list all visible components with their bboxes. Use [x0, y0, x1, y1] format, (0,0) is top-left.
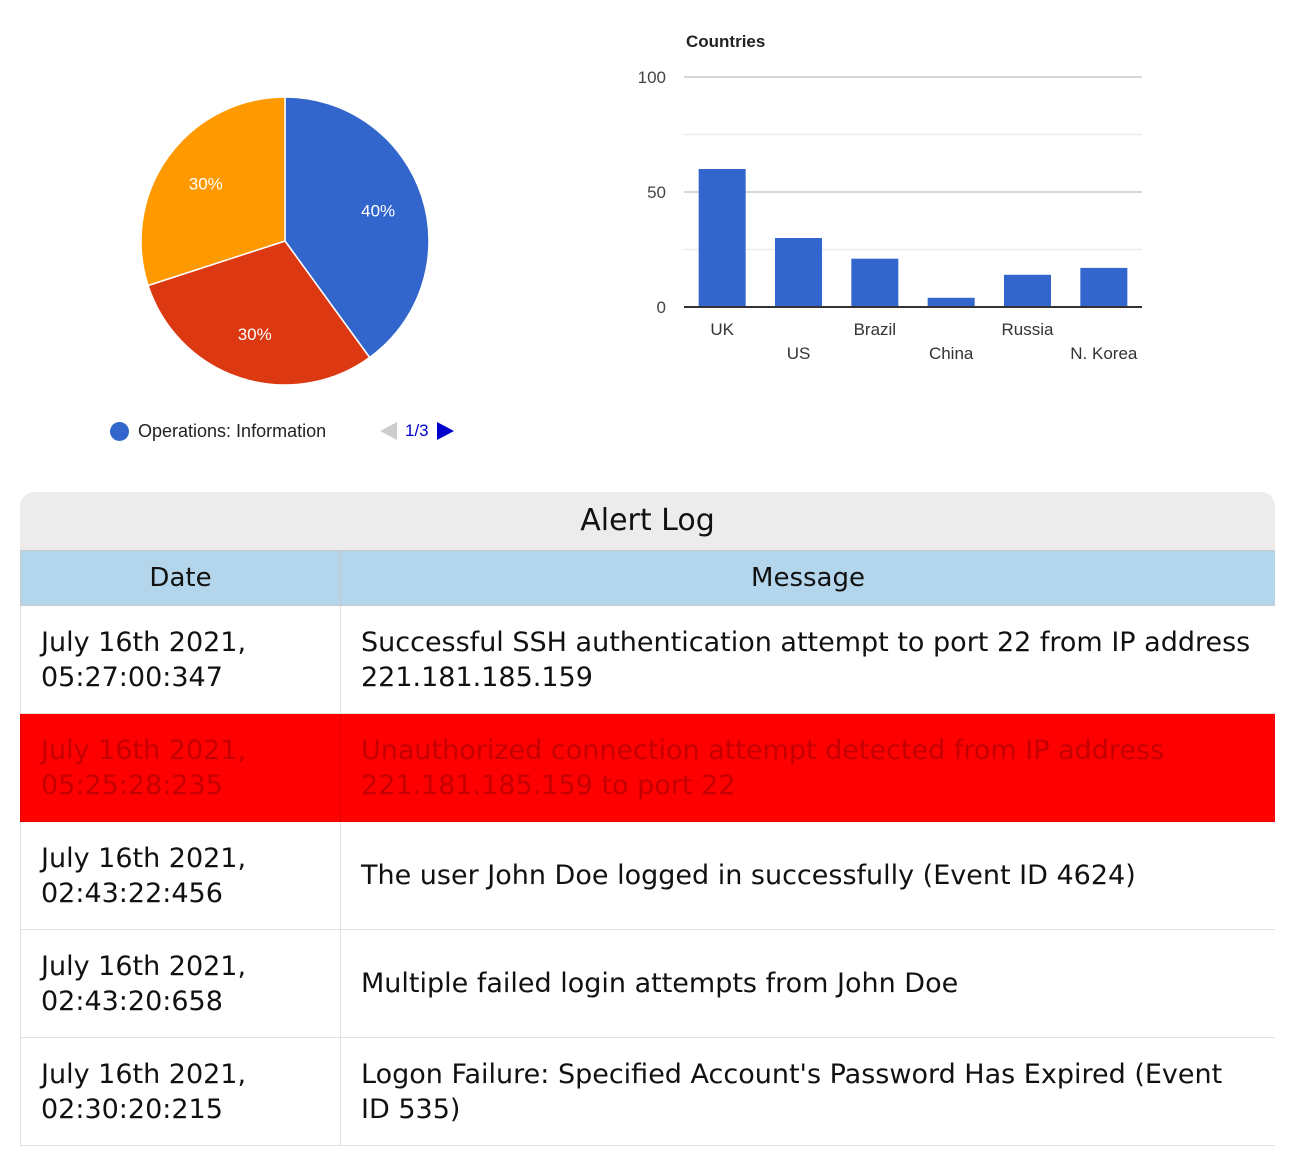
bar-uk[interactable] — [698, 169, 746, 307]
pie-legend: Operations: Information — [110, 420, 326, 442]
table-row[interactable]: July 16th 2021, 02:43:22:456 The user John… — [20, 821, 1275, 930]
bar-us[interactable] — [775, 238, 822, 307]
pie-slice-2[interactable] — [140, 96, 286, 287]
time-line: 05:25:28:235 — [41, 769, 223, 801]
table-row[interactable]: July 16th 2021, 02:30:20:215 Logon Failure… — [20, 1037, 1275, 1146]
time-line: 05:27:00:347 — [41, 661, 223, 693]
pie-slice-label-1: 30% — [238, 325, 272, 344]
legend-pager: 1/3 — [380, 420, 454, 442]
pie-slice-label-2: 30% — [189, 174, 223, 193]
date-cell: July 16th 2021, 05:27:00:347 — [20, 605, 341, 714]
table-row[interactable]: July 16th 2021, 05:25:28:235 Unauthorized … — [20, 713, 1275, 822]
pie-slice-1[interactable] — [147, 240, 371, 386]
date-line: July 16th 2021, — [41, 842, 247, 874]
y-tick-label-0: 0 — [657, 298, 666, 317]
pie-slice-0[interactable] — [284, 96, 430, 359]
date-cell: July 16th 2021, 02:30:20:215 — [20, 1037, 341, 1146]
date-cell: July 16th 2021, 05:25:28:235 — [20, 713, 341, 822]
pie-slice-label-0: 40% — [361, 202, 395, 221]
bar-russia[interactable] — [1004, 274, 1051, 307]
prev-page-icon[interactable] — [380, 422, 397, 440]
message-cell: Unauthorized connection attempt detected… — [340, 713, 1275, 822]
bar-chart-title: Countries — [686, 32, 765, 51]
x-tick-label-3: China — [929, 344, 974, 363]
y-tick-label-2: 100 — [638, 68, 666, 87]
x-tick-label-1: US — [787, 344, 811, 363]
date-line: July 16th 2021, — [41, 950, 247, 982]
date-line: July 16th 2021, — [41, 626, 247, 658]
message-cell: Successful SSH authentication attempt to… — [340, 605, 1275, 714]
x-tick-label-5: N. Korea — [1070, 344, 1138, 363]
y-tick-label-1: 50 — [647, 183, 666, 202]
table-row[interactable]: July 16th 2021, 05:27:00:347 Successful SS… — [20, 605, 1275, 714]
pie-chart-panel: 40% 30% 30% Operations: Information 1/3 — [0, 0, 600, 470]
time-line: 02:43:22:456 — [41, 877, 223, 909]
legend-label: Operations: Information — [138, 420, 327, 441]
date-line: July 16th 2021, — [41, 734, 247, 766]
date-cell: July 16th 2021, 02:43:20:658 — [20, 929, 341, 1038]
alert-log-panel: Alert Log Date Message July 16th 2021, 05… — [20, 492, 1275, 1146]
bar-china[interactable] — [927, 297, 975, 307]
message-cell: Multiple failed login attempts from John… — [340, 929, 1275, 1038]
message-cell: Logon Failure: Specified Account's Passw… — [340, 1037, 1275, 1146]
table-row[interactable]: July 16th 2021, 02:43:20:658 Multiple fail… — [20, 929, 1275, 1038]
time-line: 02:30:20:215 — [41, 1093, 223, 1125]
x-tick-label-0: UK — [710, 320, 734, 339]
date-line: July 16th 2021, — [41, 1058, 247, 1090]
column-header-message[interactable]: Message — [340, 550, 1275, 606]
x-tick-label-2: Brazil — [854, 320, 897, 339]
legend-dot-icon — [110, 421, 129, 441]
next-page-icon[interactable] — [436, 422, 454, 440]
alert-log-title: Alert Log — [580, 503, 715, 538]
bar-n-korea[interactable] — [1080, 267, 1128, 307]
table-header-row: Date Message — [20, 550, 1275, 606]
countries-bar-chart: Countries 0 50 100 UK US Brazil China Russia N. K… — [638, 32, 1142, 363]
alert-log-table: Date Message July 16th 2021, 05:27:00:347… — [20, 550, 1275, 1146]
column-header-date[interactable]: Date — [20, 550, 341, 606]
message-cell: The user John Doe logged in successfully… — [340, 821, 1275, 930]
x-tick-label-4: Russia — [1002, 320, 1055, 339]
bar-brazil[interactable] — [851, 258, 899, 307]
pie-chart: 40% 30% 30% — [140, 96, 430, 386]
time-line: 02:43:20:658 — [41, 985, 223, 1017]
date-cell: July 16th 2021, 02:43:22:456 — [20, 821, 341, 930]
pager-label: 1/3 — [405, 421, 429, 440]
